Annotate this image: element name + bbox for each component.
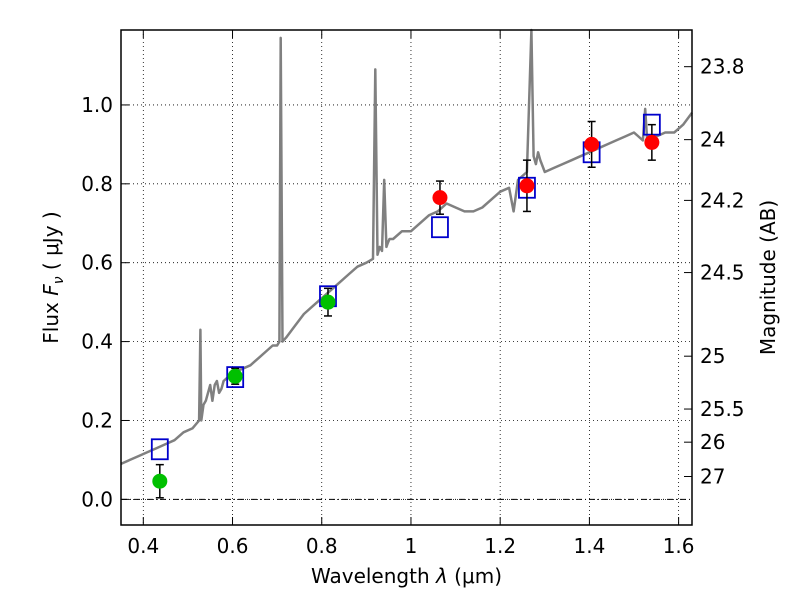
x-tick-label: 1.2 bbox=[484, 534, 516, 558]
y2-tick-label: 27 bbox=[700, 464, 725, 488]
y2-tick-label: 23.8 bbox=[700, 55, 745, 79]
y2-tick-label: 24 bbox=[700, 128, 725, 152]
plot-frame bbox=[120, 29, 693, 526]
y-tick-label: 0.2 bbox=[81, 408, 113, 432]
photometry-point bbox=[227, 368, 243, 384]
x-tick-label: 0.8 bbox=[306, 534, 338, 558]
photometry-point bbox=[320, 294, 336, 310]
grid-lines bbox=[121, 30, 692, 525]
photometry-point bbox=[152, 473, 168, 489]
y-tick-label: 0.6 bbox=[81, 251, 113, 275]
x-tick-label: 1.6 bbox=[663, 534, 695, 558]
axis-ticks: 0.4 0.6 0.8 1 1.2 1.4 1.6 0.0 0.2 0.4 0.6 0.8 1.0 23.… bbox=[81, 30, 745, 558]
y2-tick-label: 25 bbox=[700, 344, 725, 368]
y2-tick-label: 24.5 bbox=[700, 261, 745, 285]
y-tick-label: 0.8 bbox=[81, 172, 113, 196]
y-axis-label: Flux Fν ( μJy ) bbox=[39, 211, 67, 343]
x-tick-label: 0.6 bbox=[217, 534, 249, 558]
x-tick-label: 1.4 bbox=[573, 534, 605, 558]
y-tick-label: 1.0 bbox=[81, 93, 113, 117]
x-axis-label: Wavelength λ (μm) bbox=[311, 564, 502, 588]
sed-line bbox=[120, 28, 694, 466]
y2-tick-label: 24.2 bbox=[700, 188, 745, 212]
photometry-point bbox=[519, 178, 535, 194]
y2-tick-label: 25.5 bbox=[700, 397, 745, 421]
x-tick-label: 0.4 bbox=[127, 534, 159, 558]
x-tick-label: 1 bbox=[405, 534, 418, 558]
data-marks bbox=[120, 28, 694, 499]
y-tick-label: 0.4 bbox=[81, 330, 113, 354]
plot-area bbox=[121, 30, 692, 525]
y2-tick-label: 26 bbox=[700, 430, 725, 454]
y-tick-label: 0.0 bbox=[81, 487, 113, 511]
photometry-point bbox=[644, 134, 660, 150]
model-square-point bbox=[431, 216, 449, 239]
model-square-point bbox=[150, 438, 169, 461]
photometry-point bbox=[584, 136, 600, 152]
y2-axis-label: Magnitude (AB) bbox=[756, 200, 780, 355]
photometry-point bbox=[432, 190, 448, 206]
model-square-point bbox=[226, 366, 245, 388]
